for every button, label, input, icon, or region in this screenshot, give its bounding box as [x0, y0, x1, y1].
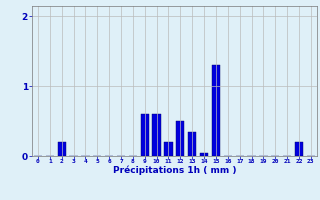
- Bar: [58, 142, 66, 156]
- X-axis label: Précipitations 1h ( mm ): Précipitations 1h ( mm ): [113, 166, 236, 175]
- Bar: [140, 114, 149, 156]
- Bar: [188, 132, 196, 156]
- Bar: [164, 142, 172, 156]
- Bar: [295, 142, 303, 156]
- Bar: [200, 153, 208, 156]
- Bar: [176, 121, 185, 156]
- Bar: [152, 114, 161, 156]
- Bar: [212, 65, 220, 156]
